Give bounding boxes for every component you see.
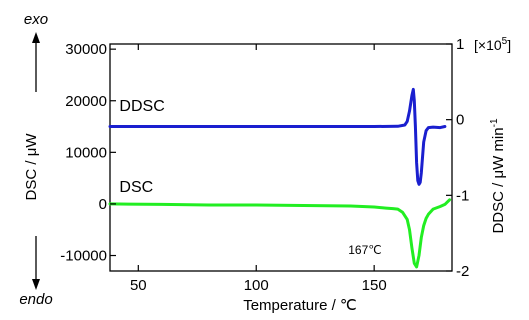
- endo-arrow-head: [32, 279, 40, 290]
- series-layer: [108, 87, 452, 269]
- plot-border: [109, 43, 453, 272]
- y-tick-label-left: 20000: [65, 93, 107, 110]
- series-line-ddsc: [108, 87, 447, 186]
- x-tick-label: 50: [130, 277, 147, 294]
- right-scale-exponent: 5: [502, 36, 508, 47]
- y-axis-label-right: DDSC / μW min-1: [489, 118, 507, 233]
- y-axis-label-right-exponent: -1: [489, 118, 500, 127]
- annotation-dsc: DSC: [119, 179, 153, 196]
- y-axis-label-left: DSC / μW: [23, 133, 40, 201]
- x-axis-label: Temperature / ℃: [243, 297, 357, 314]
- y-tick-label-left: 0: [99, 196, 107, 213]
- y-tick-label-right: -2: [456, 263, 469, 280]
- x-tick-label: 100: [244, 277, 269, 294]
- plot-frame: [109, 43, 453, 272]
- annotation-ddsc: DDSC: [119, 98, 164, 115]
- tick-layer: 50 100 150 -10000 0 10000 20000 30000 -2 -1 0 1: [60, 36, 469, 294]
- endo-label: endo: [19, 291, 52, 308]
- y-tick-label-right: -1: [456, 187, 469, 204]
- right-scale-bracket: ]: [507, 37, 511, 53]
- y-tick-label-left: 30000: [65, 41, 107, 58]
- annotation-layer: DDSC DSC 167℃: [119, 98, 381, 257]
- y-tick-label-left: -10000: [60, 248, 107, 265]
- series-line-dsc: [108, 198, 452, 269]
- exo-arrow-head: [32, 32, 40, 43]
- y-tick-label-right: 0: [456, 112, 464, 129]
- label-layer: Temperature / ℃ DSC / μW DDSC / μW min-1…: [19, 11, 511, 314]
- y-tick-label-right: 1: [456, 36, 464, 53]
- x-tick-label: 150: [362, 277, 387, 294]
- y-tick-label-left: 10000: [65, 144, 107, 161]
- annotation-167: 167℃: [348, 243, 382, 257]
- right-scale-note: [×105]: [474, 36, 511, 53]
- exo-label: exo: [24, 11, 48, 28]
